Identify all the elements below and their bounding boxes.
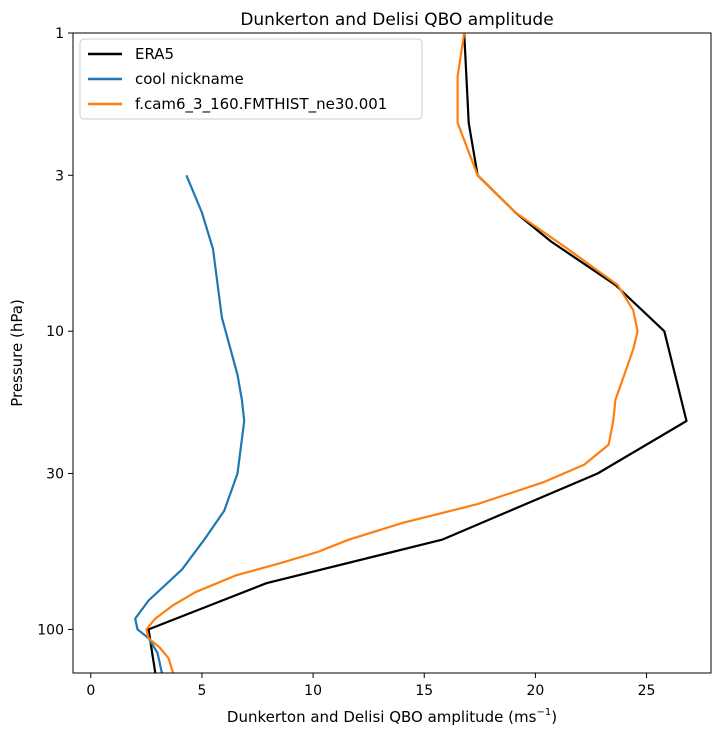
y-axis-label: Pressure (hPa): [8, 299, 26, 407]
x-tick-label: 10: [304, 683, 322, 699]
legend-label: cool nickname: [135, 70, 244, 88]
x-axis-label-main: Dunkerton and Delisi QBO amplitude (ms: [227, 708, 537, 726]
x-tick-label: 25: [638, 683, 656, 699]
legend-label: f.cam6_3_160.FMTHIST_ne30.001: [135, 95, 387, 114]
x-axis-label-superscript: −1: [536, 707, 551, 718]
x-axis-label-close: ): [551, 708, 557, 726]
x-tick-label: 0: [86, 683, 95, 699]
x-tick-label: 5: [197, 683, 206, 699]
legend-label: ERA5: [135, 45, 174, 63]
y-tick-label: 10: [46, 324, 64, 340]
plot-area: [72, 32, 712, 674]
chart-title: Dunkerton and Delisi QBO amplitude: [240, 10, 553, 30]
y-tick-label: 3: [55, 168, 64, 184]
legend-entries: ERA5 cool nickname f.cam6_3_160.FMTHIST_ne…: [88, 45, 387, 114]
legend-box: [79, 38, 423, 120]
legend: ERA5 cool nickname f.cam6_3_160.FMTHIST_ne…: [79, 38, 423, 120]
x-tick-label: 20: [526, 683, 544, 699]
x-tick-label: 15: [415, 683, 433, 699]
series-line: [145, 33, 639, 673]
y-tick-label: 100: [37, 622, 64, 638]
series-layer: [134, 33, 688, 673]
x-axis-label: Dunkerton and Delisi QBO amplitude (ms−1…: [227, 707, 557, 726]
plot-frame: [72, 32, 712, 674]
x-axis: 0 5 10 15 20 25: [86, 673, 655, 699]
y-tick-label: 1: [55, 26, 64, 42]
y-axis: 1 3 10 30 100: [37, 26, 73, 638]
series-line: [134, 174, 246, 673]
y-tick-label: 30: [46, 466, 64, 482]
